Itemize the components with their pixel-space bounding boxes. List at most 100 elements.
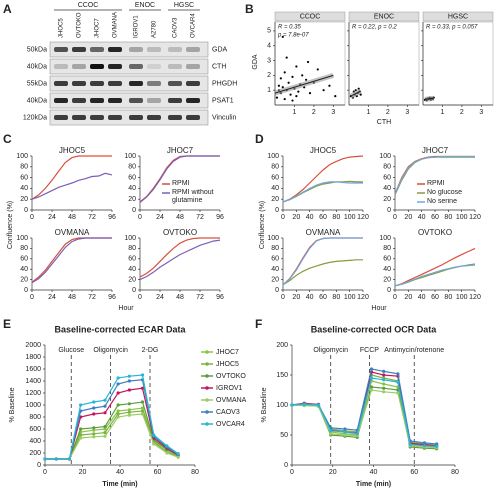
x-tick-label: 3 [405, 109, 409, 116]
band [72, 47, 86, 52]
x-tick-label: 48 [176, 294, 184, 301]
x-tick-label: 2 [312, 109, 316, 116]
y-tick-label: 60 [271, 256, 279, 263]
band [186, 47, 200, 52]
x-tick-label: 0 [30, 214, 34, 221]
group-label: HGSC [174, 2, 194, 9]
y-tick-label: 2000 [25, 342, 41, 349]
data-line [31, 237, 112, 284]
x-tick-label: 72 [88, 214, 96, 221]
band [129, 115, 143, 120]
band [147, 115, 161, 120]
y-tick-label: 100 [16, 153, 28, 160]
y-tick-label: 60 [383, 174, 391, 181]
y-tick-label: 2 [267, 72, 271, 79]
band [90, 81, 104, 86]
lane-label: OVCAR4 [191, 13, 197, 38]
legend-label: OVTOKO [216, 373, 246, 380]
x-tick-label: 40 [418, 214, 426, 221]
chart-title: Baseline-corrected ECAR Data [54, 324, 186, 334]
x-tick-label: 20 [79, 469, 87, 476]
lane-label: JHOC7 [95, 18, 101, 38]
x-tick-label: 40 [306, 294, 314, 301]
data-line [282, 180, 363, 203]
legend-text: RPMI [427, 180, 445, 187]
y-tick-label: 150 [276, 372, 288, 379]
legend-label: JHOC5 [216, 361, 239, 368]
protein-label: PHGDH [212, 80, 237, 87]
y-tick-label: 20 [20, 276, 28, 283]
data-point [283, 71, 286, 74]
y-tick-label: 200 [29, 450, 41, 457]
panel-letter: B [245, 2, 254, 16]
legend-label: RPMI without glutamine [172, 189, 214, 204]
band [54, 64, 68, 69]
y-tick-label: 100 [267, 235, 279, 242]
panel-letter: D [255, 132, 264, 146]
band [168, 98, 182, 103]
y-tick-label: 20 [383, 276, 391, 283]
x-tick-label: 0 [393, 294, 397, 301]
lane-label: OVMANA [113, 12, 119, 38]
band [186, 64, 200, 69]
x-tick-label: 96 [216, 214, 224, 221]
event-label: Antimycin/rotenone [384, 347, 444, 354]
facet-title: ENOC [374, 13, 394, 20]
x-tick-label: 24 [48, 294, 56, 301]
data-line [282, 237, 363, 286]
data-point [295, 95, 298, 98]
x-tick-label: 120 [469, 294, 481, 301]
data-line [31, 172, 113, 200]
legend-label: OVCAR4 [216, 421, 245, 428]
x-axis-title: CTH [377, 119, 391, 126]
annotation: R = 0.33, p = 0.057 [426, 25, 478, 31]
data-point [328, 84, 331, 87]
x-tick-label: 80 [444, 294, 452, 301]
band [108, 98, 122, 103]
x-tick-label: 80 [191, 469, 199, 476]
data-point [322, 89, 325, 92]
y-tick-label: 80 [20, 245, 28, 252]
x-tick-label: 24 [48, 214, 56, 221]
y-tick-label: 80 [383, 164, 391, 171]
data-line [31, 237, 112, 283]
panel-title: OVTOKO [163, 228, 197, 237]
x-tick-label: 60 [431, 294, 439, 301]
legend-text: No serine [427, 198, 457, 205]
data-point [281, 86, 284, 89]
band [129, 98, 143, 103]
panel-border [422, 21, 494, 106]
band [108, 81, 122, 86]
x-tick-label: 48 [68, 294, 76, 301]
x-tick-label: 40 [306, 214, 314, 221]
y-tick-label: 3 [267, 57, 271, 64]
x-tick-label: 80 [444, 214, 452, 221]
y-tick-label: 0 [132, 287, 136, 294]
y-tick-label: 1200 [25, 390, 41, 397]
band [147, 47, 161, 52]
event-label: 2-DG [142, 347, 159, 354]
data-line [282, 155, 364, 203]
y-tick-label: 80 [383, 245, 391, 252]
band [168, 81, 182, 86]
legend-text: RPMI [172, 180, 190, 187]
y-tick-label: 4 [267, 43, 271, 50]
x-tick-label: 20 [404, 214, 412, 221]
y-tick-label: 60 [20, 256, 28, 263]
data-point [308, 92, 312, 95]
y-tick-label: 60 [20, 174, 28, 181]
x-tick-label: 3 [331, 109, 335, 116]
band [72, 64, 86, 69]
x-tick-label: 100 [456, 214, 468, 221]
x-tick-label: 120 [357, 294, 369, 301]
y-tick-label: 20 [128, 276, 136, 283]
band [90, 47, 104, 52]
y-tick-label: 40 [20, 266, 28, 273]
y-tick-label: 200 [276, 342, 288, 349]
band [186, 81, 200, 86]
data-line [291, 389, 437, 449]
annotation: R = 0.22, p = 0.2 [352, 25, 397, 31]
x-tick-label: 40 [116, 469, 124, 476]
data-point [334, 95, 337, 98]
x-tick-label: 0 [290, 469, 294, 476]
